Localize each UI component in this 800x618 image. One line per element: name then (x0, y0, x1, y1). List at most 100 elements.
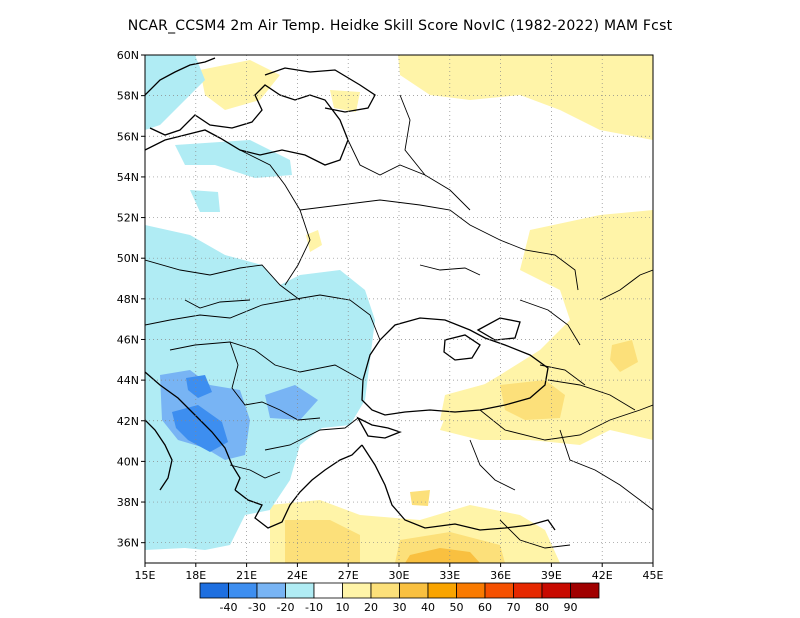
colorbar-label: -10 (305, 601, 323, 614)
border-4 (399, 94, 426, 176)
colorbar-swatch (228, 582, 258, 599)
score-region-balkans-east (265, 385, 318, 420)
border-2 (299, 199, 579, 291)
coastline-black-sea (361, 317, 549, 416)
x-tick-label: 15E (135, 569, 156, 582)
colorbar-swatch (427, 582, 457, 599)
x-tick-label: 24E (287, 569, 308, 582)
y-tick-label: 58N (117, 90, 139, 103)
border-19 (229, 464, 281, 479)
border-7 (184, 299, 251, 309)
score-region-caucasus (500, 380, 565, 420)
colorbar-label: 30 (393, 601, 407, 614)
y-tick-label: 50N (117, 252, 139, 265)
colorbar-label: 60 (478, 601, 492, 614)
border-11 (479, 404, 653, 441)
border-9 (229, 341, 321, 421)
score-region-center (306, 230, 322, 252)
score-region-baltic (175, 140, 292, 178)
coastline-scandinavia (145, 57, 216, 96)
y-tick-label: 48N (117, 293, 139, 306)
border-14 (499, 519, 571, 549)
y-tick-label: 56N (117, 130, 139, 143)
coastline-italy (145, 419, 173, 491)
x-tick-label: 33E (439, 569, 460, 582)
y-tick-label: 38N (117, 496, 139, 509)
border-20 (539, 364, 586, 386)
colorbar-swatch (313, 582, 343, 599)
border-3 (347, 139, 471, 211)
border-layer (145, 94, 653, 549)
coastline-baltic (145, 84, 349, 166)
colorbar-label: 70 (507, 601, 521, 614)
x-tick-label: 27E (338, 569, 359, 582)
colorbar-swatch (342, 582, 372, 599)
score-field-layer (145, 55, 653, 563)
coastline-greece (234, 444, 363, 529)
colorbar-swatch (399, 582, 429, 599)
colorbar-label: 10 (336, 601, 350, 614)
colorbar-swatch (370, 582, 400, 599)
x-tick-label: 42E (592, 569, 613, 582)
map-title: NCAR_CCSM4 2m Air Temp. Heidke Skill Sco… (127, 18, 673, 34)
score-region-aegean (285, 520, 360, 563)
colorbar-label: 40 (421, 601, 435, 614)
colorbar-label: -20 (277, 601, 295, 614)
y-tick-label: 36N (117, 537, 139, 550)
colorbar-label: 90 (564, 601, 578, 614)
coastline-crimea (443, 334, 481, 361)
colorbar-swatch (256, 582, 286, 599)
colorbar-swatch (456, 582, 486, 599)
border-15 (469, 439, 516, 491)
y-tick-label: 42N (117, 415, 139, 428)
score-region-west-large (145, 225, 375, 550)
score-region-ne-small (330, 90, 360, 112)
border-13 (559, 429, 653, 511)
x-tick-label: 39E (541, 569, 562, 582)
y-axis: 36N 38N 40N 42N 44N 46N 48N 50N 52N 54N 56N 58N 60N (117, 49, 145, 550)
y-tick-label: 46N (117, 333, 139, 346)
y-tick-label: 44N (117, 374, 139, 387)
coastline-azov (476, 317, 521, 341)
border-6 (145, 294, 381, 341)
colorbar-swatch (285, 582, 315, 599)
x-tick-label: 18E (185, 569, 206, 582)
colorbar-swatch (570, 582, 600, 599)
border-10 (264, 417, 359, 451)
border-17 (519, 299, 581, 346)
x-axis: 15E 18E 21E 24E 27E 30E 33E 36E 39E 42E 45E (135, 563, 664, 582)
y-tick-label: 52N (117, 212, 139, 225)
colorbar: -40 -30 -20 -10 10 20 30 40 50 60 70 80 90 (199, 582, 600, 614)
y-tick-label: 54N (117, 171, 139, 184)
x-tick-label: 30E (389, 569, 410, 582)
score-region-east-2 (610, 340, 638, 372)
coastline-layer (145, 57, 556, 531)
y-tick-label: 60N (117, 49, 139, 62)
border-5 (145, 259, 301, 301)
border-8 (169, 341, 363, 381)
score-region-north-west (200, 60, 280, 110)
coastline-adriatic (145, 371, 241, 491)
coastline-marmara (356, 416, 402, 439)
border-18 (599, 269, 653, 301)
score-region-cyprus (405, 548, 480, 563)
colorbar-swatch (541, 582, 571, 599)
colorbar-swatch (513, 582, 543, 599)
colorbar-label: 50 (450, 601, 464, 614)
x-tick-label: 21E (236, 569, 257, 582)
coastline-finland (264, 67, 376, 113)
colorbar-swatch (199, 582, 229, 599)
y-tick-label: 40N (117, 455, 139, 468)
score-region-poland (190, 190, 220, 212)
score-region-adriatic (172, 405, 228, 452)
colorbar-label: -30 (248, 601, 266, 614)
colorbar-label: -40 (220, 601, 238, 614)
x-tick-label: 45E (643, 569, 664, 582)
score-region-northwest (145, 55, 205, 130)
colorbar-label: 20 (364, 601, 378, 614)
coastline-turkey (361, 444, 556, 531)
score-region-anatolia-small (410, 490, 430, 506)
border-16 (419, 264, 481, 276)
border-12 (547, 379, 636, 411)
